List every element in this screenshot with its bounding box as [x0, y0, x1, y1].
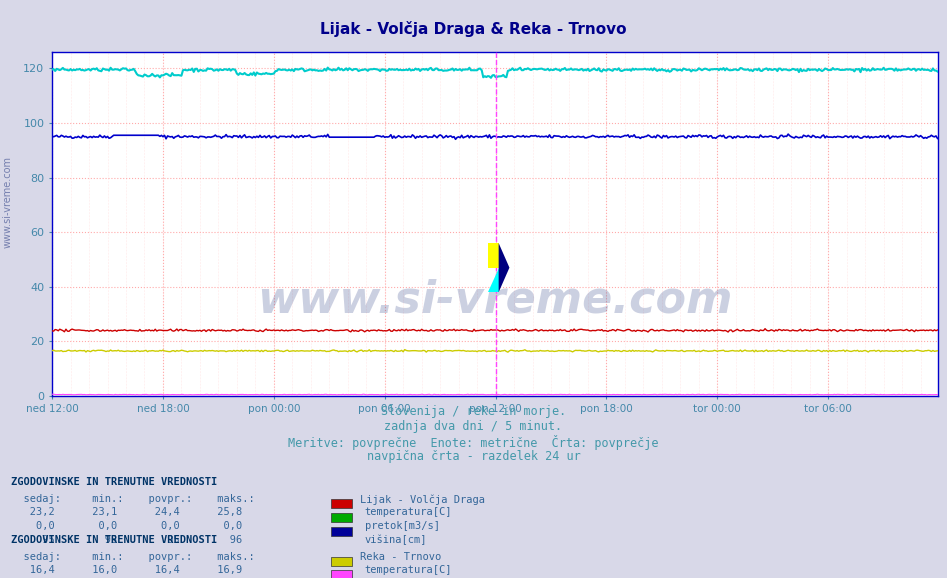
- Text: 16,4      16,0      16,4      16,9: 16,4 16,0 16,4 16,9: [11, 565, 242, 575]
- Text: pretok[m3/s]: pretok[m3/s]: [365, 521, 439, 531]
- Text: Reka - Trnovo: Reka - Trnovo: [360, 552, 441, 562]
- Bar: [488, 243, 499, 268]
- Text: Slovenija / reke in morje.: Slovenija / reke in morje.: [381, 405, 566, 417]
- Text: sedaj:     min.:    povpr.:    maks.:: sedaj: min.: povpr.: maks.:: [11, 494, 255, 504]
- Text: temperatura[C]: temperatura[C]: [365, 507, 452, 517]
- Polygon shape: [488, 268, 499, 292]
- Text: Meritve: povprečne  Enote: metrične  Črta: povprečje: Meritve: povprečne Enote: metrične Črta:…: [288, 435, 659, 450]
- Text: www.si-vreme.com: www.si-vreme.com: [257, 278, 733, 321]
- Text: zadnja dva dni / 5 minut.: zadnja dva dni / 5 minut.: [384, 420, 563, 432]
- Text: 0,0       0,0       0,0       0,0: 0,0 0,0 0,0 0,0: [11, 521, 242, 531]
- Text: višina[cm]: višina[cm]: [365, 535, 427, 545]
- Text: Lijak - Volčja Draga & Reka - Trnovo: Lijak - Volčja Draga & Reka - Trnovo: [320, 21, 627, 37]
- Text: ZGODOVINSKE IN TRENUTNE VREDNOSTI: ZGODOVINSKE IN TRENUTNE VREDNOSTI: [11, 535, 218, 544]
- Text: ZGODOVINSKE IN TRENUTNE VREDNOSTI: ZGODOVINSKE IN TRENUTNE VREDNOSTI: [11, 477, 218, 487]
- Text: sedaj:     min.:    povpr.:    maks.:: sedaj: min.: povpr.: maks.:: [11, 552, 255, 562]
- Polygon shape: [499, 243, 509, 292]
- Text: temperatura[C]: temperatura[C]: [365, 565, 452, 575]
- Text: 23,2      23,1      24,4      25,8: 23,2 23,1 24,4 25,8: [11, 507, 242, 517]
- Text: Lijak - Volčja Draga: Lijak - Volčja Draga: [360, 494, 485, 505]
- Text: 95        95        95        96: 95 95 95 96: [11, 535, 242, 544]
- Text: navpična črta - razdelek 24 ur: navpična črta - razdelek 24 ur: [366, 450, 581, 462]
- Text: www.si-vreme.com: www.si-vreme.com: [3, 156, 12, 249]
